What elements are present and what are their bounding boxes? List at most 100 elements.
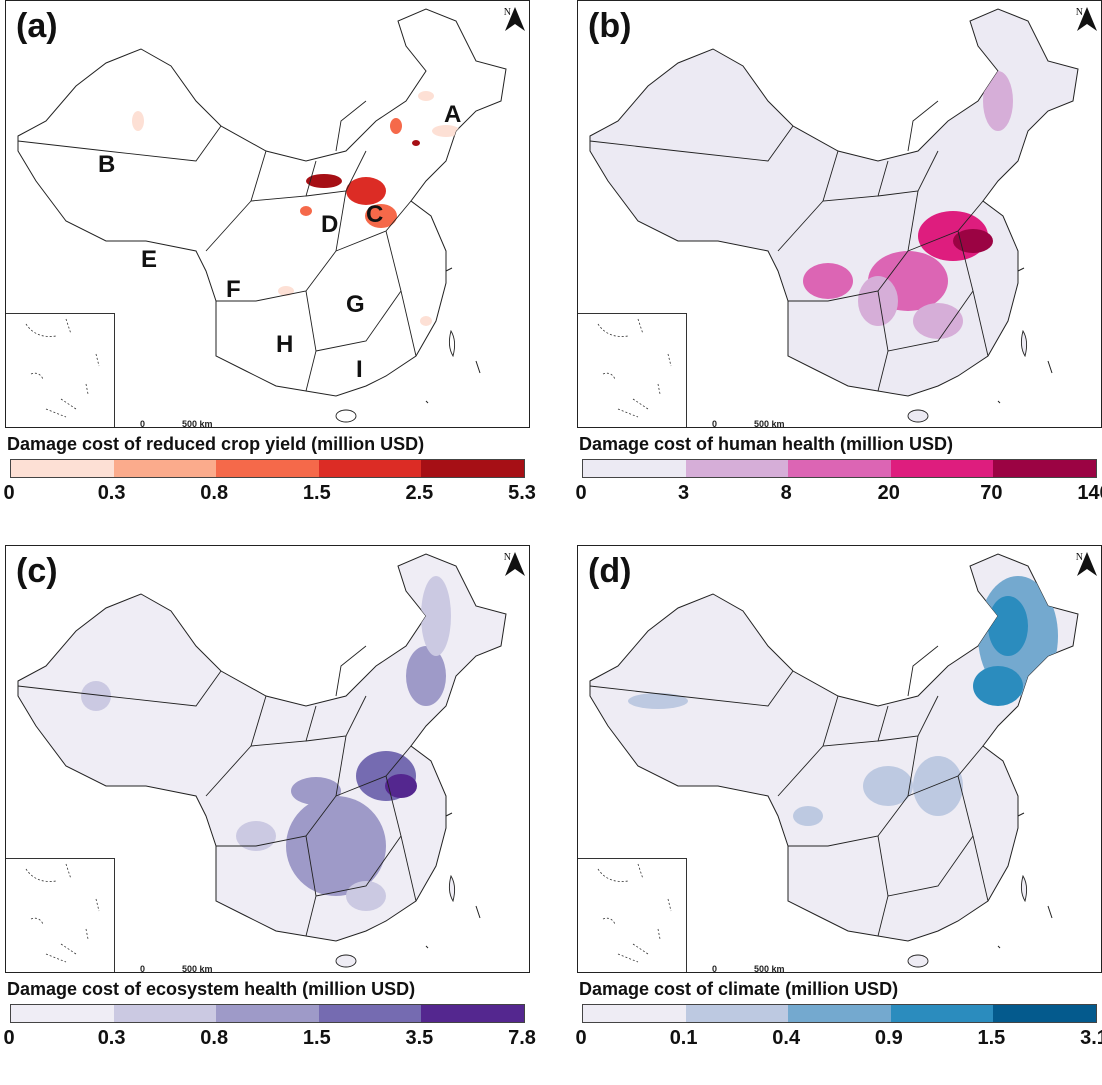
map-canvas bbox=[17, 8, 507, 423]
damage-hotspot bbox=[953, 229, 993, 253]
region-label: B bbox=[98, 151, 116, 178]
damage-hotspot bbox=[385, 774, 417, 798]
region-label: H bbox=[276, 331, 294, 358]
taiwan-island bbox=[448, 329, 456, 358]
legend-swatch bbox=[421, 460, 524, 477]
legend-colorbar bbox=[582, 459, 1097, 478]
damage-hotspot bbox=[81, 681, 111, 711]
legend-tick: 1.5 bbox=[302, 1027, 331, 1049]
legend-swatch bbox=[685, 460, 789, 477]
legend-tick: 3.5 bbox=[405, 1027, 434, 1049]
south-china-sea-inset bbox=[6, 313, 115, 427]
legend-swatch bbox=[216, 460, 319, 477]
damage-hotspot bbox=[132, 111, 144, 131]
south-china-sea-inset bbox=[578, 858, 687, 972]
legend-swatch bbox=[890, 1005, 994, 1022]
legend-tick: 5.3 bbox=[508, 482, 536, 504]
south-china-sea-inset bbox=[6, 858, 115, 972]
legend-tick: 0.8 bbox=[200, 1027, 229, 1049]
taiwan-island bbox=[448, 874, 456, 903]
legend-tick: 0.3 bbox=[97, 1027, 126, 1049]
north-arrow: N bbox=[1076, 552, 1097, 576]
map-panel-c: (c) N 0 500 km Damage cost of ecosystem … bbox=[3, 545, 1102, 1049]
legend-tick: 0 bbox=[3, 482, 15, 504]
legend-tick: 2.5 bbox=[405, 482, 434, 504]
legend-title: Damage cost of reduced crop yield (milli… bbox=[7, 434, 425, 454]
map-canvas bbox=[589, 553, 1079, 968]
panel-label: (c) bbox=[16, 552, 58, 590]
legend-colorbar bbox=[10, 1004, 525, 1023]
panel-label: (d) bbox=[588, 552, 632, 590]
legend-swatch bbox=[993, 1005, 1096, 1022]
legend-tick: 0.8 bbox=[200, 482, 229, 504]
damage-hotspot bbox=[913, 756, 963, 816]
region-label: C bbox=[366, 201, 384, 228]
south-china-sea-inset bbox=[578, 313, 687, 427]
damage-hotspot bbox=[236, 821, 276, 851]
legend-ticks: 0 0.1 0.4 0.9 1.5 3.1 bbox=[575, 1027, 1102, 1051]
legend-swatch bbox=[216, 1005, 319, 1022]
north-label: N bbox=[503, 552, 511, 563]
china-outline bbox=[589, 553, 1079, 942]
legend-swatch bbox=[421, 1005, 524, 1022]
china-map: (c) N 0 500 km bbox=[5, 545, 530, 973]
legend-tick: 140 bbox=[1077, 482, 1102, 504]
damage-hotspot bbox=[306, 174, 342, 188]
region-label: D bbox=[321, 211, 339, 238]
damage-hotspot bbox=[300, 206, 312, 216]
damage-hotspot bbox=[628, 693, 688, 709]
scale-zero: 0 bbox=[712, 419, 718, 428]
damage-hotspot bbox=[420, 316, 432, 326]
north-arrow: N bbox=[1075, 7, 1097, 31]
map-canvas bbox=[589, 8, 1079, 423]
scale-zero: 0 bbox=[712, 964, 718, 973]
legend-title: Damage cost of ecosystem health (million… bbox=[7, 979, 416, 999]
legend-tick: 70 bbox=[980, 482, 1003, 504]
legend-tick: 0 bbox=[3, 1027, 15, 1049]
legend-swatch bbox=[890, 460, 994, 477]
taiwan-island bbox=[1020, 329, 1028, 358]
hainan-island bbox=[907, 409, 929, 423]
legend-ticks: 0 3 8 20 70 140 bbox=[575, 482, 1102, 506]
damage-hotspot bbox=[346, 881, 386, 911]
damage-hotspot bbox=[365, 204, 397, 228]
legend-tick: 1.5 bbox=[977, 1027, 1006, 1049]
scale-distance: 500 km bbox=[182, 419, 213, 428]
province-borders bbox=[17, 645, 417, 937]
scale-distance: 500 km bbox=[754, 419, 785, 428]
damage-hotspot bbox=[406, 646, 446, 706]
legend-ticks: 0 0.3 0.8 1.5 3.5 7.8 bbox=[3, 1027, 545, 1051]
damage-hotspot bbox=[418, 91, 434, 101]
legend-swatch bbox=[788, 460, 891, 477]
scale-zero: 0 bbox=[140, 964, 146, 973]
legend-title: Damage cost of climate (million USD) bbox=[579, 979, 899, 999]
scale-distance: 500 km bbox=[182, 964, 213, 973]
north-label: N bbox=[1075, 7, 1083, 18]
legend-swatch bbox=[318, 1005, 422, 1022]
scale-zero: 0 bbox=[140, 419, 146, 428]
coastline-dashes bbox=[425, 812, 481, 949]
map-canvas bbox=[17, 553, 507, 968]
region-label: A bbox=[444, 101, 462, 128]
scale-distance: 500 km bbox=[754, 964, 785, 973]
north-arrow-icon bbox=[504, 552, 525, 576]
legend-tick: 0.1 bbox=[669, 1027, 698, 1049]
province-borders bbox=[17, 100, 417, 392]
panel-label: (a) bbox=[16, 7, 58, 45]
coastline-dashes bbox=[997, 812, 1053, 949]
legend-tick: 0.9 bbox=[874, 1027, 903, 1049]
north-arrow: N bbox=[503, 552, 525, 576]
legend-colorbar bbox=[582, 1004, 1097, 1023]
damage-hotspot bbox=[278, 286, 294, 296]
legend-tick: 0 bbox=[575, 482, 587, 504]
legend-swatch bbox=[583, 460, 686, 477]
china-outline bbox=[589, 8, 1079, 397]
legend-tick: 3 bbox=[678, 482, 690, 504]
legend-tick: 7.8 bbox=[508, 1027, 536, 1049]
damage-hotspot bbox=[803, 263, 853, 299]
north-arrow-icon bbox=[1076, 552, 1097, 576]
china-map: (b) N 0 500 km bbox=[577, 0, 1102, 428]
china-map: (d) N 0 500 km bbox=[577, 545, 1102, 973]
legend-tick: 8 bbox=[780, 482, 792, 504]
